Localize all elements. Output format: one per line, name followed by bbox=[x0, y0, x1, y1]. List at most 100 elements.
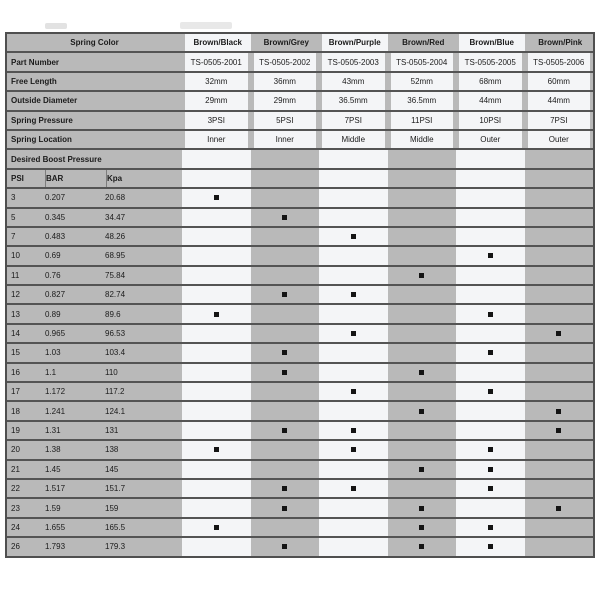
spec-cell-1: 32mm bbox=[182, 72, 251, 91]
mark-square bbox=[419, 408, 425, 414]
boost-cell-6 bbox=[524, 499, 593, 517]
mark-square bbox=[350, 292, 356, 298]
boost-cell-6 bbox=[524, 383, 593, 401]
column-headers: Brown/Black Brown/Grey Brown/Purple Brown/R… bbox=[182, 34, 593, 52]
spec-cell-3: 43mm bbox=[319, 72, 388, 91]
spec-row-cells: Inner Inner Middle Middle Outer Outer bbox=[182, 130, 593, 149]
boost-cell-6 bbox=[524, 247, 593, 265]
boost-row-cells bbox=[182, 247, 593, 265]
section-label: Desired Boost Pressure bbox=[7, 150, 182, 168]
boost-row-values: 11 0.76 75.84 bbox=[7, 266, 182, 285]
boost-cell-5 bbox=[456, 266, 525, 285]
boost-cell-1 bbox=[182, 286, 251, 304]
spec-value: 68mm bbox=[459, 72, 522, 91]
psi-value: 13 bbox=[11, 309, 20, 319]
boost-cell-6 bbox=[524, 421, 593, 440]
bar-value: 0.965 bbox=[45, 329, 66, 339]
psi-value: 21 bbox=[11, 464, 20, 474]
spring-color-header-label: Spring Color bbox=[7, 34, 182, 52]
mark-square bbox=[487, 350, 493, 356]
mark-square bbox=[282, 214, 288, 220]
boost-cell-3 bbox=[319, 460, 388, 478]
boost-cell-5 bbox=[456, 479, 525, 498]
boost-cell-4 bbox=[387, 189, 456, 207]
mark-square bbox=[282, 486, 288, 492]
spec-value: 3PSI bbox=[185, 111, 248, 129]
psi-value: 14 bbox=[11, 329, 20, 339]
boost-cell-2 bbox=[250, 402, 319, 420]
psi-value: 16 bbox=[11, 367, 20, 377]
boost-row-cells bbox=[182, 421, 593, 440]
boost-cell-6 bbox=[524, 189, 593, 207]
kpa-value: 124.1 bbox=[105, 406, 126, 416]
boost-cell-2 bbox=[250, 363, 319, 382]
boost-row-12: 12 0.827 82.74 bbox=[7, 286, 593, 306]
mark-square bbox=[487, 486, 493, 492]
boost-cell-5 bbox=[456, 441, 525, 459]
boost-cell-6 bbox=[524, 266, 593, 285]
boost-row-20: 20 1.38 138 bbox=[7, 441, 593, 461]
boost-row-cells bbox=[182, 383, 593, 401]
spec-cell-2: TS-0505-2002 bbox=[250, 53, 319, 71]
mark-square bbox=[350, 389, 356, 395]
mark-square bbox=[487, 447, 493, 453]
mark-square bbox=[282, 350, 288, 356]
boost-row-cells bbox=[182, 227, 593, 246]
watermark-artifact bbox=[180, 22, 232, 29]
boost-cell-3 bbox=[319, 208, 388, 226]
kpa-value: 103.4 bbox=[105, 348, 126, 358]
boost-row-values: 18 1.241 124.1 bbox=[7, 402, 182, 420]
boost-cell-4 bbox=[387, 460, 456, 478]
spec-cell-3: 36.5mm bbox=[319, 92, 388, 110]
boost-cell-2 bbox=[250, 441, 319, 459]
boost-cell-1 bbox=[182, 227, 251, 246]
boost-cell-4 bbox=[387, 286, 456, 304]
boost-cell-4 bbox=[387, 305, 456, 323]
bar-value: 1.241 bbox=[45, 406, 66, 416]
spec-value: TS-0505-2006 bbox=[527, 53, 590, 71]
boost-cell-2 bbox=[250, 383, 319, 401]
boost-cell-6 bbox=[524, 441, 593, 459]
boost-row-values: 20 1.38 138 bbox=[7, 441, 182, 459]
boost-cell-3 bbox=[319, 189, 388, 207]
boost-row-13: 13 0.89 89.6 bbox=[7, 305, 593, 325]
kpa-value: 96.53 bbox=[105, 329, 126, 339]
spec-cell-2: 5PSI bbox=[250, 111, 319, 129]
boost-row-values: 17 1.172 117.2 bbox=[7, 383, 182, 401]
kpa-value: 20.68 bbox=[105, 193, 126, 203]
boost-row-values: 13 0.89 89.6 bbox=[7, 305, 182, 323]
bar-value: 1.1 bbox=[45, 367, 57, 377]
units-cells bbox=[182, 169, 593, 188]
boost-cell-2 bbox=[250, 208, 319, 226]
header-row: Spring Color Brown/Black Brown/Grey Brown/… bbox=[7, 34, 593, 54]
kpa-value: 151.7 bbox=[105, 484, 126, 494]
kpa-value: 179.3 bbox=[105, 542, 126, 552]
boost-row-16: 16 1.1 110 bbox=[7, 363, 593, 384]
boost-cell-3 bbox=[319, 247, 388, 265]
spec-value: Outer bbox=[459, 130, 522, 149]
bar-value: 0.207 bbox=[45, 193, 66, 203]
boost-cell-6 bbox=[524, 286, 593, 304]
spec-rows: Part Number TS-0505-2001 TS-0505-2002 TS-05… bbox=[7, 53, 593, 151]
boost-cell-5 bbox=[456, 363, 525, 382]
boost-cell-4 bbox=[387, 479, 456, 498]
spec-value: 10PSI bbox=[459, 111, 522, 129]
boost-row-22: 22 1.517 151.7 bbox=[7, 479, 593, 500]
boost-cell-2 bbox=[250, 227, 319, 246]
mark-square bbox=[556, 408, 562, 414]
boost-cell-1 bbox=[182, 344, 251, 362]
boost-cell-3 bbox=[319, 538, 388, 556]
spec-row-3: Outside Diameter 29mm 29mm 36.5mm 36.5mm 44mm… bbox=[7, 92, 593, 112]
boost-cell-4 bbox=[387, 538, 456, 556]
section-cell-1 bbox=[182, 150, 251, 168]
boost-cell-5 bbox=[456, 247, 525, 265]
spec-value: TS-0505-2004 bbox=[390, 53, 453, 71]
mark-square bbox=[556, 331, 562, 337]
boost-cell-6 bbox=[524, 324, 593, 343]
bar-value: 1.59 bbox=[45, 503, 61, 513]
mark-square bbox=[487, 466, 493, 472]
mark-square bbox=[487, 253, 493, 259]
spring-chart-table: Spring Color Brown/Black Brown/Grey Brown/… bbox=[5, 32, 595, 558]
boost-row-cells bbox=[182, 363, 593, 382]
